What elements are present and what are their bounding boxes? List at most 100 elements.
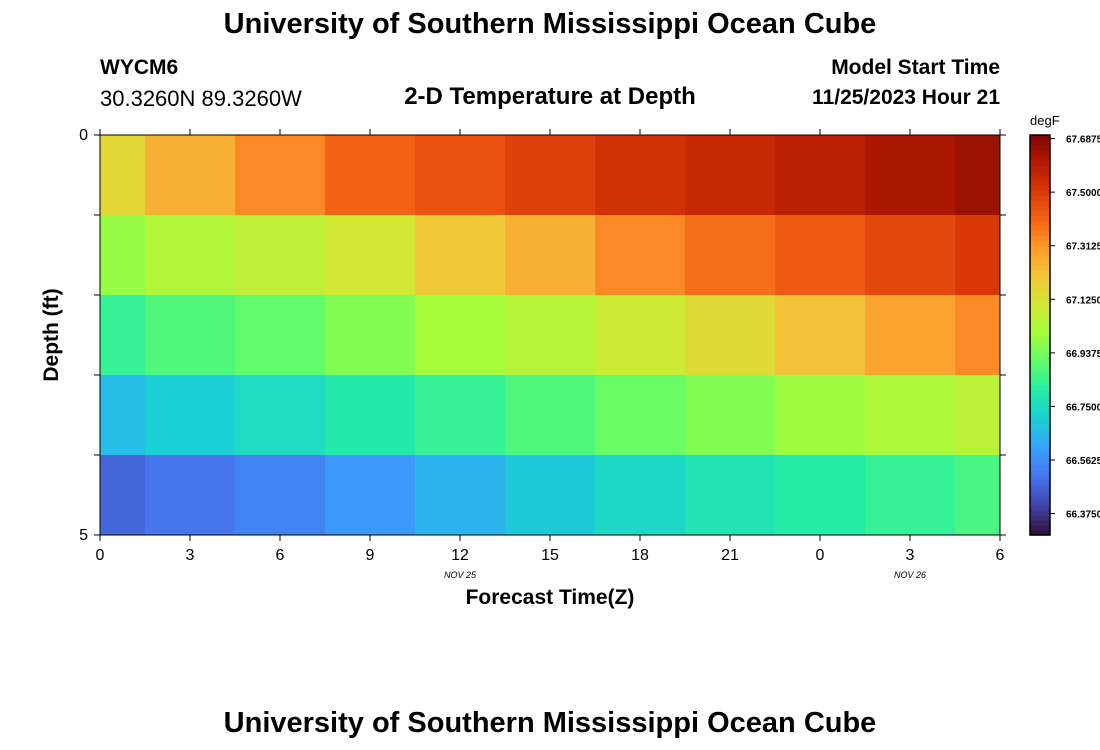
colorbar-segment [1030,405,1050,411]
colorbar-segment [1030,225,1050,231]
colorbar-segment [1030,380,1050,386]
colorbar-segment [1030,330,1050,336]
colorbar-segment [1030,515,1050,521]
colorbar-segment [1030,150,1050,156]
colorbar-segment [1030,320,1050,326]
page-title: University of Southern Mississippi Ocean… [223,8,877,40]
heatmap-cell [145,135,236,216]
colorbar-segment [1030,145,1050,151]
colorbar-segment [1030,485,1050,491]
heatmap-cell [235,455,326,536]
colorbar-segment [1030,175,1050,181]
heatmap-cell [955,135,1001,216]
colorbar-segment [1030,240,1050,246]
station-coordinates: 30.3260N 89.3260W [100,86,302,111]
colorbar-segment [1030,530,1050,536]
colorbar-segment [1030,270,1050,276]
colorbar-segment [1030,295,1050,301]
colorbar-segment [1030,190,1050,196]
colorbar-segment [1030,425,1050,431]
colorbar-segment [1030,520,1050,526]
colorbar-segment [1030,290,1050,296]
heatmap-cell [415,295,506,376]
colorbar-segment [1030,455,1050,461]
colorbar-segment [1030,275,1050,281]
x-tick-label: 9 [366,547,375,564]
colorbar-segment [1030,505,1050,511]
heatmap-cell [100,215,146,296]
colorbar-segment [1030,400,1050,406]
x-tick-label: 6 [276,547,285,564]
x-tick-label: 3 [186,547,195,564]
colorbar-segment [1030,465,1050,471]
heatmap-cell [325,295,416,376]
colorbar-segment [1030,230,1050,236]
colorbar-segment [1030,510,1050,516]
colorbar-tick-label: 66.5625 [1066,456,1100,467]
heatmap-cell [145,295,236,376]
heatmap-cell [100,375,146,456]
x-axis-ticks: 0 3 6 9 12 15 18 21 0 3 6 NOV 25 NOV 26 [96,129,1005,580]
colorbar-segment [1030,385,1050,391]
colorbar-segment [1030,325,1050,331]
heatmap-cell [865,135,956,216]
heatmap-cell [595,455,686,536]
y-tick-label: 0 [79,127,88,144]
colorbar-segment [1030,350,1050,356]
heatmap-cell [415,215,506,296]
colorbar-segment [1030,165,1050,171]
heatmap-cell [415,455,506,536]
colorbar-segment [1030,410,1050,416]
heatmap-cell [775,455,866,536]
colorbar-segment [1030,480,1050,486]
date-label: NOV 26 [894,570,926,580]
x-tick-label: 0 [96,547,105,564]
colorbar-segment [1030,360,1050,366]
heatmap-cell [415,135,506,216]
x-axis-label: Forecast Time(Z) [466,586,635,609]
x-tick-label: 3 [906,547,915,564]
heatmap-cell [775,295,866,376]
colorbar-tick-label: 67.6875 [1066,135,1100,146]
colorbar-segment [1030,245,1050,251]
date-label: NOV 25 [444,570,477,580]
heatmap-cell [775,135,866,216]
heatmap-cell [775,375,866,456]
colorbar-segment [1030,285,1050,291]
colorbar-segment [1030,395,1050,401]
colorbar-tick-label: 66.9375 [1066,349,1100,360]
y-axis-label: Depth (ft) [40,288,63,381]
colorbar-segment [1030,305,1050,311]
colorbar-segment [1030,525,1050,531]
heatmap-cell [955,215,1001,296]
heatmap-cell [865,215,956,296]
colorbar-segment [1030,200,1050,206]
heatmap-cell [865,295,956,376]
colorbar-segment [1030,345,1050,351]
heatmap-cell [685,455,776,536]
colorbar-segment [1030,280,1050,286]
colorbar-segment [1030,490,1050,496]
colorbar-segment [1030,220,1050,226]
heatmap-cell [235,135,326,216]
colorbar-segment [1030,250,1050,256]
heatmap-cell [955,375,1001,456]
colorbar-segment [1030,180,1050,186]
colorbar-segment [1030,260,1050,266]
colorbar-segment [1030,375,1050,381]
x-tick-label: 21 [721,547,739,564]
colorbar-segment [1030,205,1050,211]
x-tick-label: 12 [451,547,469,564]
colorbar-tick-label: 67.5000 [1066,188,1100,199]
colorbar-segment [1030,420,1050,426]
colorbar-segment [1030,470,1050,476]
colorbar: 67.6875 67.5000 67.3125 67.1250 66.9375 66.75… [1029,134,1100,536]
colorbar-segment [1030,160,1050,166]
heatmap-cell [100,295,146,376]
heatmap-cell [235,375,326,456]
heatmap-cell [235,215,326,296]
colorbar-segment [1030,390,1050,396]
colorbar-segment [1030,210,1050,216]
colorbar-segment [1030,170,1050,176]
